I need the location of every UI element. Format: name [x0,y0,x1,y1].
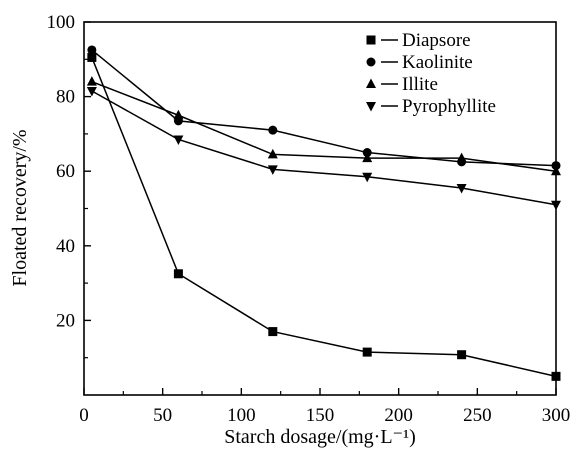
data-point-diapsore [362,347,372,357]
legend-label-illite: Illite [402,74,438,95]
series-line-diapsore [91,57,557,378]
x-tick-label-100: 100 [227,405,256,426]
legend-label-kaolinite: Kaolinite [402,52,473,73]
series-illite [86,76,561,176]
x-tick-label-300: 300 [542,405,571,426]
y-tick-label-20: 20 [56,310,75,331]
legend-label-pyrophyllite: Pyrophyllite [402,96,496,117]
data-point-diapsore [457,350,467,360]
x-tick-label-150: 150 [306,405,335,426]
data-point-diapsore [173,269,183,279]
x-tick-label-200: 200 [384,405,413,426]
legend-label-diapsore: Diapsore [402,30,471,51]
series-line-pyrophyllite [91,90,557,206]
data-point-diapsore [87,52,97,62]
legend-item-kaolinite: Kaolinite [366,52,473,73]
data-point-diapsore [268,327,278,337]
series-line-illite [91,80,557,172]
y-tick-label-60: 60 [56,161,75,182]
data-point-illite [456,152,467,163]
legend-marker-illite [366,78,376,88]
y-tick-label-40: 40 [56,236,75,257]
data-point-pyrophyllite [173,135,184,145]
data-point-illite [362,152,373,163]
legend-marker-pyrophyllite [366,102,376,112]
data-point-illite [173,109,184,120]
y-tick-label-100: 100 [47,12,76,33]
data-point-pyrophyllite [267,165,278,175]
x-tick-label-50: 50 [153,405,172,426]
legend-marker-kaolinite [366,57,376,67]
y-axis-label: Floated recovery/% [9,129,31,286]
data-point-kaolinite [268,125,278,135]
x-tick-label-250: 250 [463,405,492,426]
plot-frame [83,21,557,396]
data-point-kaolinite [87,45,97,55]
data-point-pyrophyllite [86,87,97,97]
data-point-pyrophyllite [362,172,373,183]
data-point-kaolinite [362,148,372,158]
y-tick-label-80: 80 [56,87,75,108]
legend-marker-diapsore [366,35,376,45]
x-axis-label: Starch dosage/(mg·L⁻¹) [224,426,416,448]
data-point-pyrophyllite [456,183,467,194]
tick-layer: 0 50 100 150 200 250 300 20 40 60 80 100 [47,12,571,426]
data-point-illite [267,148,278,159]
series-pyrophyllite [86,87,561,211]
legend-item-diapsore: Diapsore [366,30,471,51]
legend-item-illite: Illite [366,74,438,95]
x-tick-label-0: 0 [79,405,89,426]
legend-item-pyrophyllite: Pyrophyllite [366,96,496,117]
data-point-illite [86,76,97,86]
